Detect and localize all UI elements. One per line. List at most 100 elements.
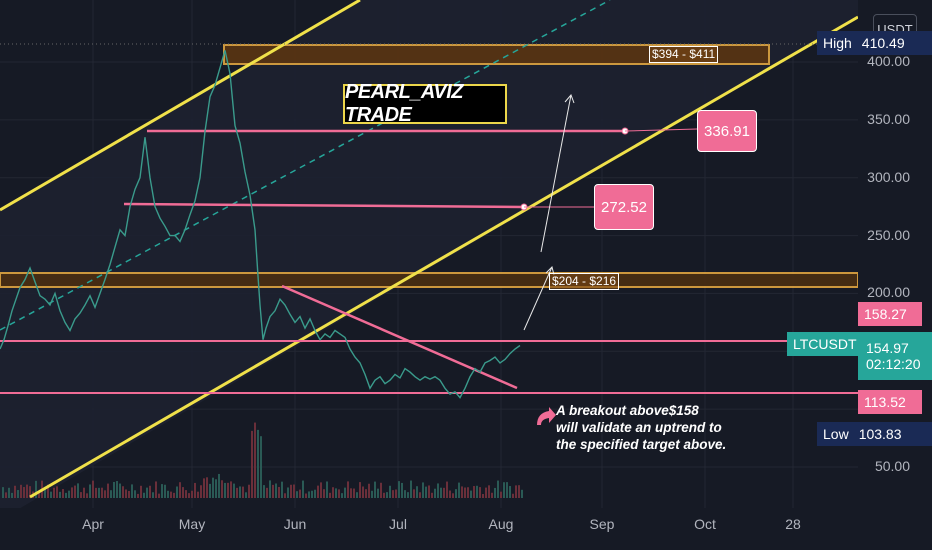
volume-bar xyxy=(116,481,118,498)
volume-bar xyxy=(212,477,214,498)
volume-bar xyxy=(479,487,481,498)
volume-bar xyxy=(188,493,190,498)
volume-bar xyxy=(386,492,388,498)
volume-bar xyxy=(476,485,478,498)
volume-bar xyxy=(167,490,169,498)
volume-bar xyxy=(71,487,73,498)
volume-bar xyxy=(50,491,52,498)
volume-bar xyxy=(23,487,25,498)
volume-bar xyxy=(152,492,154,498)
volume-bar xyxy=(467,487,469,498)
volume-bar xyxy=(410,480,412,498)
time-axis-panel xyxy=(0,508,932,550)
volume-bar xyxy=(365,489,367,498)
volume-bar xyxy=(254,422,256,498)
price-tick-label: 400.00 xyxy=(867,53,910,69)
volume-bar xyxy=(368,483,370,498)
volume-bar xyxy=(338,489,340,498)
price-tick-label: 350.00 xyxy=(867,110,910,127)
volume-bar xyxy=(56,486,58,498)
volume-bar xyxy=(164,484,166,498)
volume-bar xyxy=(401,482,403,498)
volume-bar xyxy=(5,492,7,498)
volume-bar xyxy=(35,480,37,498)
volume-bar xyxy=(143,492,145,498)
time-tick-label: Jul xyxy=(389,516,407,532)
volume-bar xyxy=(197,491,199,498)
zone-mid-216-204 xyxy=(0,272,859,288)
volume-bar xyxy=(263,485,265,498)
volume-bar xyxy=(488,485,490,498)
volume-bar xyxy=(260,436,262,498)
volume-bar xyxy=(413,489,415,498)
volume-bar xyxy=(29,486,31,498)
volume-bar xyxy=(341,493,343,498)
volume-bar xyxy=(209,483,211,498)
volume-bar xyxy=(221,480,223,498)
zone-top-label: $394 - $411 xyxy=(649,46,719,63)
volume-bar xyxy=(320,482,322,498)
volume-bar xyxy=(356,492,358,498)
volume-bar xyxy=(191,490,193,498)
volume-bar xyxy=(518,485,520,498)
volume-bar xyxy=(308,491,310,498)
volume-bar xyxy=(473,486,475,498)
volume-bar xyxy=(392,490,394,498)
volume-bar xyxy=(269,480,271,498)
volume-bar xyxy=(134,490,136,498)
volume-bar xyxy=(284,493,286,498)
volume-bar xyxy=(215,479,217,498)
volume-bar xyxy=(98,487,100,498)
volume-bar xyxy=(2,487,4,498)
volume-bar xyxy=(275,483,277,498)
time-tick-label: Jun xyxy=(283,516,307,532)
volume-bar xyxy=(482,493,484,498)
volume-bar xyxy=(158,493,160,498)
volume-bar xyxy=(494,487,496,498)
volume-bar xyxy=(101,487,103,498)
volume-bar xyxy=(509,486,511,498)
volume-bar xyxy=(170,491,172,498)
volume-bar xyxy=(431,492,433,498)
volume-bar xyxy=(62,489,64,498)
volume-bar xyxy=(497,480,499,498)
volume-bar xyxy=(326,481,328,498)
volume-bar xyxy=(506,482,508,498)
volume-bars xyxy=(2,422,523,498)
chart-title: PEARL_AVIZ TRADE xyxy=(345,81,463,126)
volume-bar xyxy=(455,489,457,498)
volume-bar xyxy=(140,485,142,498)
volume-bar xyxy=(278,486,280,498)
volume-bar xyxy=(317,485,319,498)
volume-bar xyxy=(350,488,352,498)
projection-arrows xyxy=(523,94,575,331)
volume-bar xyxy=(44,488,46,498)
price-tick-label: 50.00 xyxy=(874,458,910,474)
volume-bar xyxy=(47,484,49,498)
volume-bar xyxy=(311,490,313,498)
volume-bar xyxy=(20,484,22,498)
volume-bar xyxy=(458,482,460,498)
volume-bar xyxy=(353,488,355,498)
volume-bar xyxy=(113,481,115,498)
volume-bar xyxy=(500,491,502,498)
volume-bar xyxy=(305,493,307,498)
time-tick-label: Sep xyxy=(589,516,615,532)
volume-bar xyxy=(314,489,316,498)
volume-bar xyxy=(74,485,76,498)
volume-bar xyxy=(14,485,16,498)
volume-bar xyxy=(26,484,28,498)
volume-bar xyxy=(110,490,112,498)
support-tag: 113.52 xyxy=(858,390,922,414)
volume-bar xyxy=(107,483,109,498)
volume-bar xyxy=(515,485,517,498)
volume-bar xyxy=(83,487,85,498)
zone-mid-label: $204 - $216 xyxy=(549,273,620,290)
volume-bar xyxy=(125,489,127,498)
volume-bar xyxy=(131,484,133,498)
volume-bar xyxy=(461,486,463,498)
volume-bar xyxy=(203,478,205,498)
volume-bar xyxy=(89,484,91,498)
volume-bar xyxy=(173,492,175,498)
volume-bar xyxy=(155,481,157,498)
